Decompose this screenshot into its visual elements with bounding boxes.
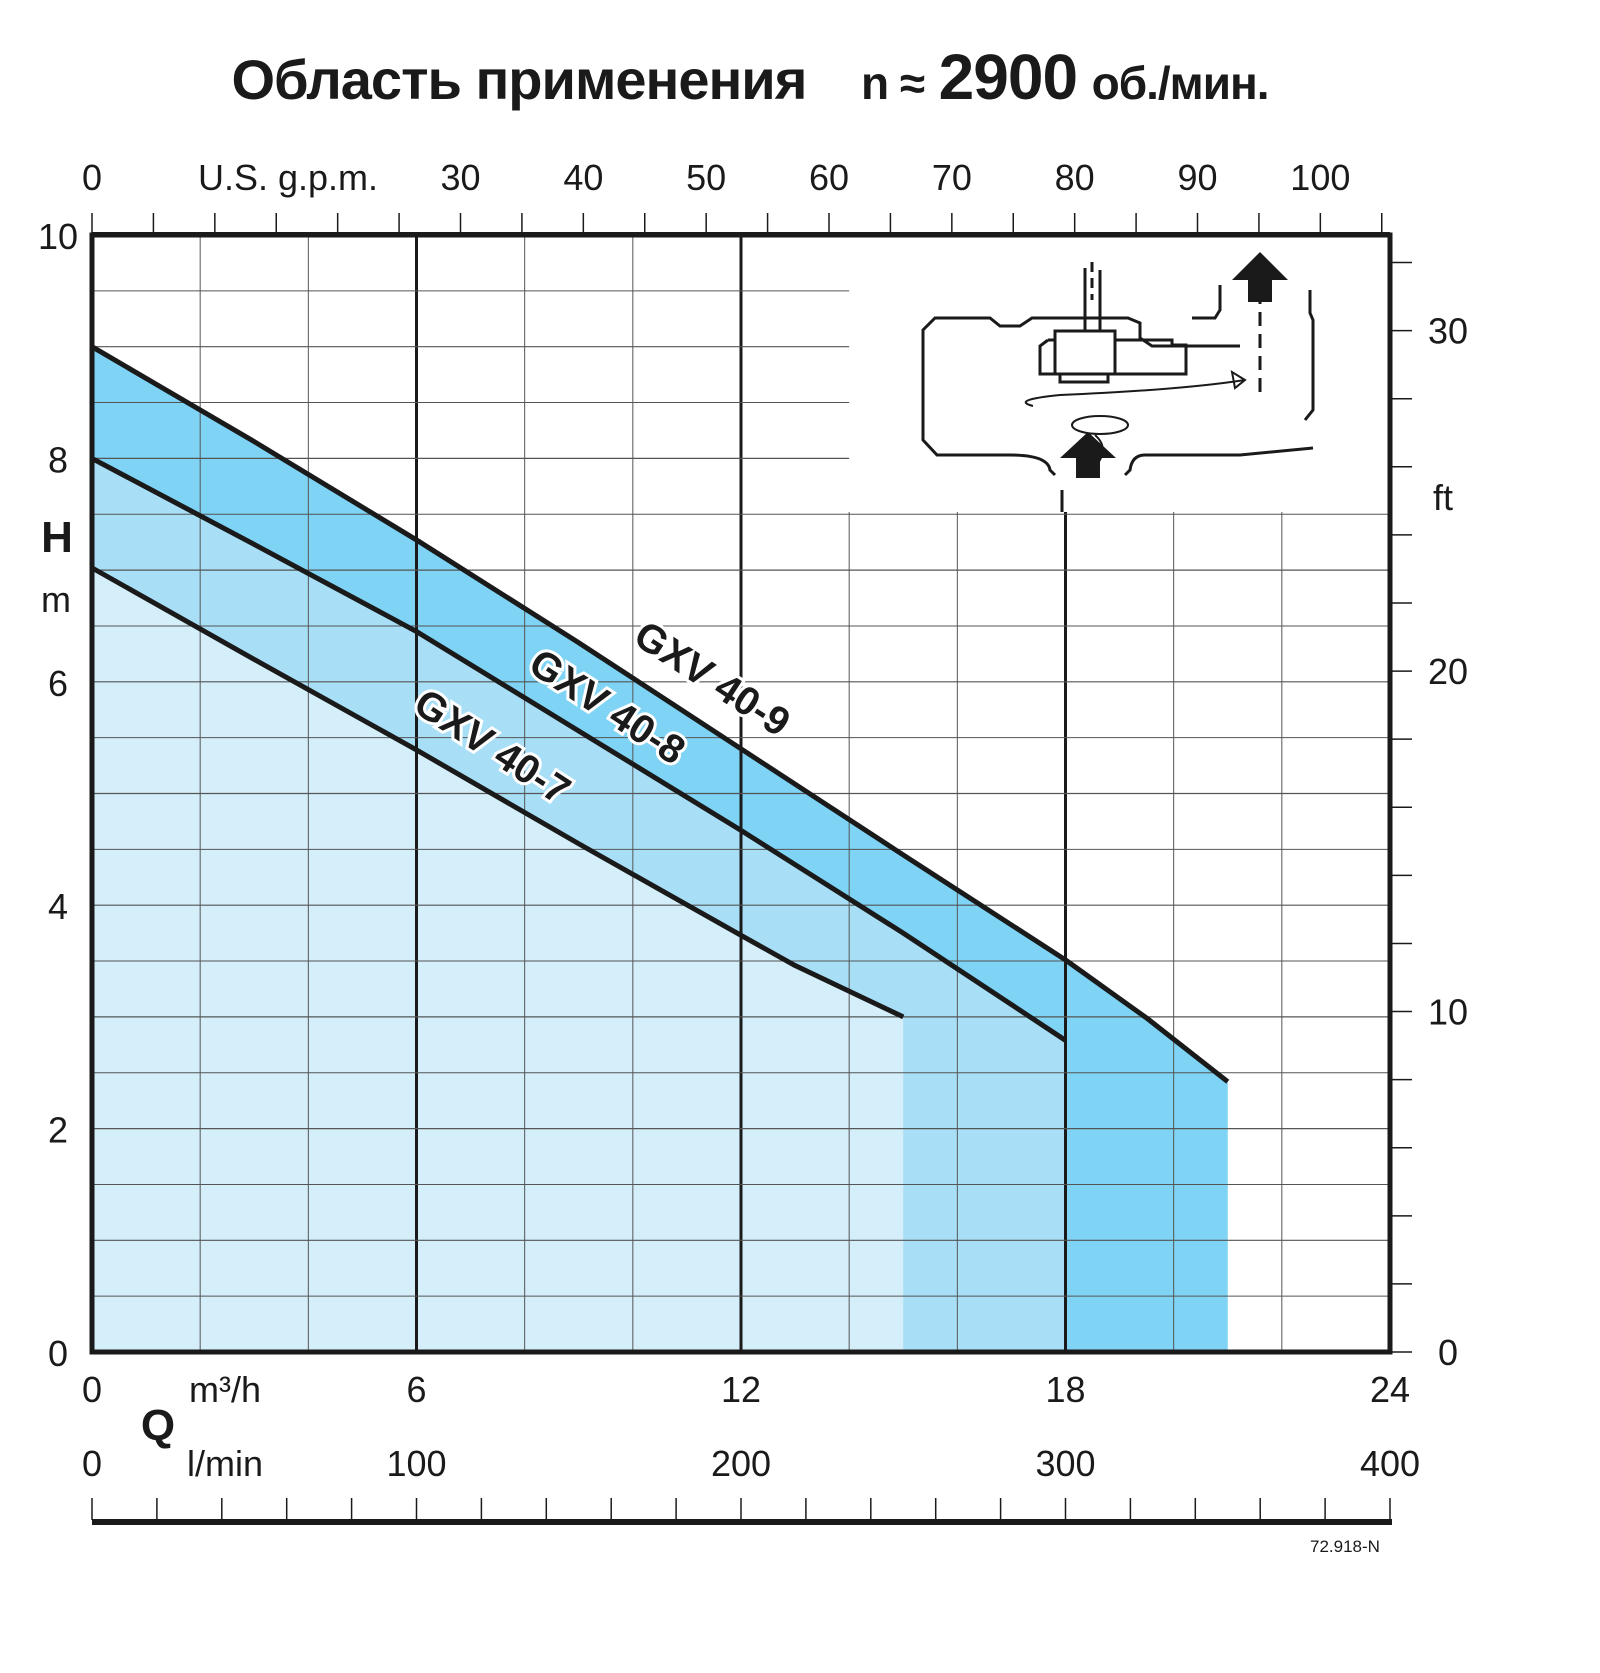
y-tick-label: 4	[48, 886, 68, 927]
top-tick-label: 50	[686, 157, 726, 198]
curve-gxv-40-9	[90, 344, 1230, 1084]
area-fill-gxv-40-7	[92, 567, 904, 1352]
x-tick-label: 0	[82, 1369, 102, 1410]
y-axis-unit: m	[41, 579, 71, 620]
curve-gxv-40-8	[90, 456, 1067, 1043]
y-tick-label: 10	[38, 216, 78, 257]
plot-frame	[89, 232, 1393, 1355]
pump-schematic-icon	[852, 238, 1387, 512]
right-axis-unit: ft	[1433, 477, 1453, 518]
x-axis-unit: m³/h	[189, 1369, 261, 1410]
top-axis-unit: U.S. g.p.m.	[198, 157, 378, 198]
bottom-axis-unit: l/min	[187, 1443, 263, 1484]
chart-title: Область применения n ≈ 2900 об./мин.	[0, 40, 1500, 114]
y-tick-label: 0	[48, 1333, 68, 1374]
curve-gxv-40-7	[90, 565, 905, 1020]
bottom-tick-label: 200	[711, 1443, 771, 1484]
title-rpm: 2900	[938, 41, 1078, 113]
right-tick-label: 10	[1428, 992, 1468, 1033]
x-tick-label: 6	[406, 1369, 426, 1410]
title-main: Область применения	[231, 48, 807, 111]
right-tick-label: 0	[1438, 1332, 1458, 1373]
x-tick-label: 12	[721, 1369, 761, 1410]
y-tick-label: 6	[48, 663, 68, 704]
title-unit: об./мин.	[1091, 57, 1270, 109]
title-n-label: n ≈	[860, 57, 925, 109]
x-tick-label: 24	[1370, 1369, 1410, 1410]
top-tick-label: 60	[809, 157, 849, 198]
y-tick-label: 8	[48, 439, 68, 480]
bottom-tick-label: 300	[1035, 1443, 1095, 1484]
y-axis-title: H	[41, 513, 73, 562]
right-tick-label: 30	[1428, 311, 1468, 352]
top-tick-label: 0	[82, 157, 102, 198]
x-tick-label: 18	[1045, 1369, 1085, 1410]
top-tick-label: 40	[563, 157, 603, 198]
top-tick-label: 30	[440, 157, 480, 198]
top-tick-label: 80	[1055, 157, 1095, 198]
bottom-tick-label: 100	[386, 1443, 446, 1484]
x-axis-title: Q	[141, 1401, 175, 1450]
right-tick-label: 20	[1428, 651, 1468, 692]
y-tick-label: 2	[48, 1110, 68, 1151]
top-tick-label: 90	[1177, 157, 1217, 198]
bottom-tick-label: 400	[1360, 1443, 1420, 1484]
bottom-tick-label: 0	[82, 1443, 102, 1484]
figure-code: 72.918-N	[1310, 1537, 1380, 1556]
top-tick-label: 70	[932, 157, 972, 198]
top-tick-label: 100	[1290, 157, 1350, 198]
